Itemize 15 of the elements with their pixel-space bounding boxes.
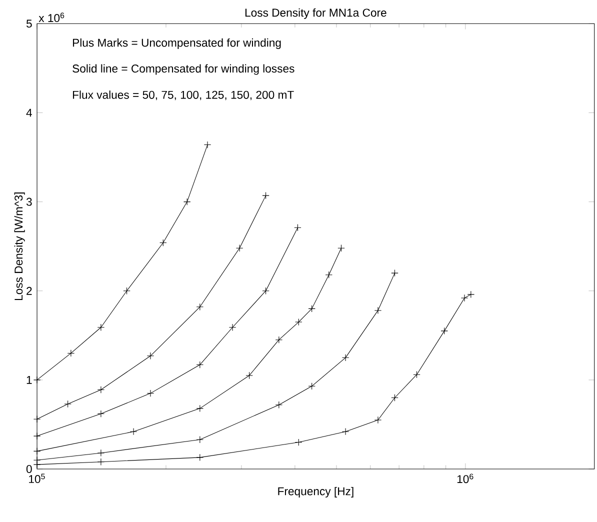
- y-axis-title: Loss Density [W/m^3]: [14, 192, 25, 300]
- y-tick-label: 5: [26, 20, 32, 28]
- y-tick-label: 2: [26, 286, 32, 295]
- annotation: Plus Marks = Uncompensated for winding: [72, 38, 281, 49]
- y-tick-label: 1: [26, 376, 32, 384]
- chart-title: Loss Density for MN1a Core: [245, 8, 386, 19]
- x-tick-label: 10$^{6}$: [457, 474, 474, 484]
- y-tick-label: 3: [26, 198, 32, 206]
- annotation: Solid line = Compensated for winding losses: [72, 64, 294, 75]
- y-tick-label: 0: [26, 465, 32, 474]
- y-tick-label: 4: [26, 108, 32, 117]
- x-axis-title: Frequency [Hz]: [278, 486, 354, 498]
- annotation: Flux values = 50, 75, 100, 125, 150, 200 mT: [72, 90, 294, 100]
- text: x 10$^{6}$: [38, 12, 64, 22]
- x-tick-label: 10$^{5}$: [29, 474, 45, 484]
